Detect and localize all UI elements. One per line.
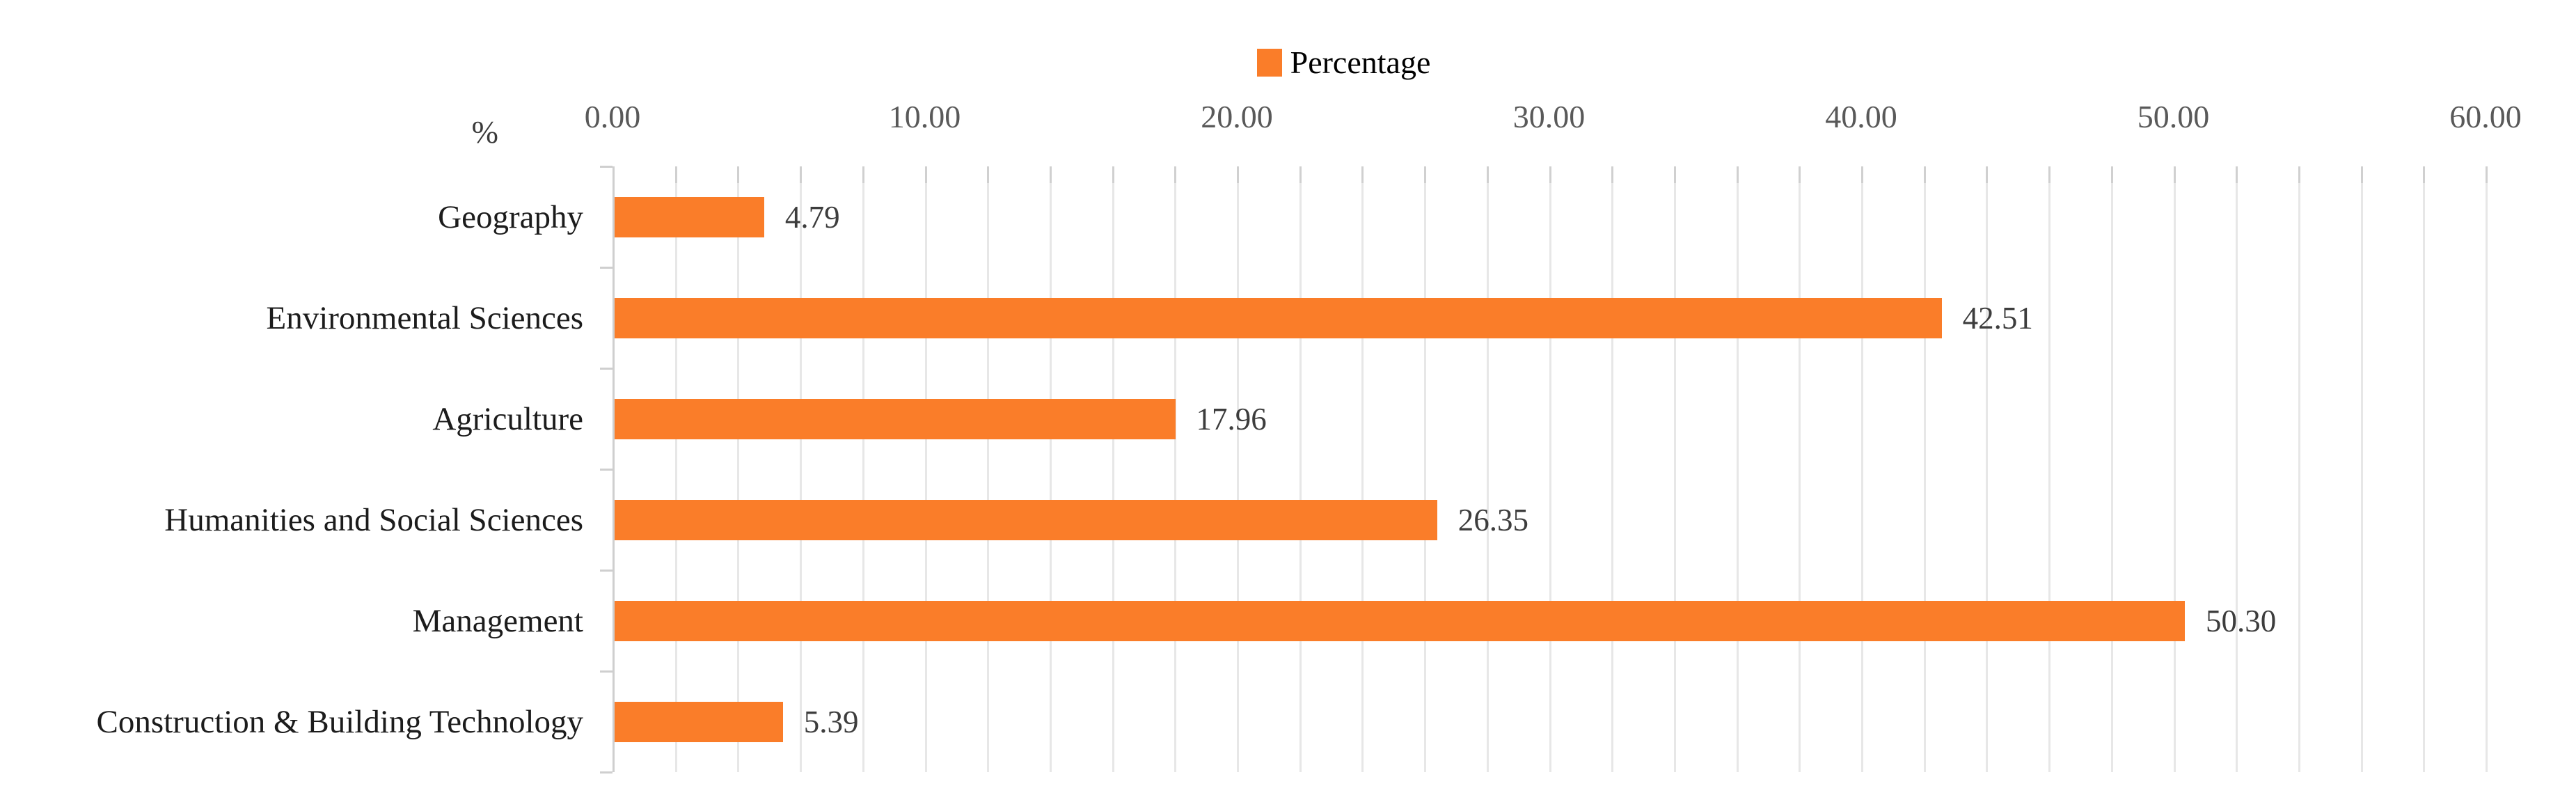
bar-value-label: 5.39	[803, 704, 859, 739]
gridline	[2298, 166, 2300, 772]
category-axis-tick	[600, 670, 613, 673]
bar	[615, 297, 1942, 338]
bar-value-label: 17.96	[1196, 401, 1267, 437]
category-axis-line	[613, 166, 615, 772]
axis-minor-tick	[1861, 166, 1863, 183]
gridline	[862, 166, 864, 772]
chart-legend: Percentage	[56, 45, 2576, 81]
gridline	[2048, 166, 2051, 772]
gridline	[1611, 166, 1614, 772]
axis-minor-tick	[1112, 166, 1114, 183]
x-tick-label: 40.00	[1825, 99, 1897, 134]
axis-minor-tick	[1361, 166, 1364, 183]
gridline	[987, 166, 990, 772]
axis-minor-tick	[800, 166, 803, 183]
gridline	[800, 166, 803, 772]
x-tick-label: 10.00	[888, 99, 961, 134]
gridline	[2110, 166, 2113, 772]
gridline	[2423, 166, 2426, 772]
gridline	[924, 166, 927, 772]
category-axis-tick	[600, 469, 613, 471]
gridline	[1673, 166, 1676, 772]
category-axis-tick	[600, 267, 613, 269]
category-label: Management	[412, 602, 583, 639]
axis-minor-tick	[987, 166, 990, 183]
legend-swatch-percentage	[1256, 49, 1282, 77]
x-tick-label: 30.00	[1512, 99, 1586, 134]
gridline	[1424, 166, 1427, 772]
bar	[615, 701, 783, 742]
gridline	[1049, 166, 1052, 772]
gridline	[1299, 166, 1302, 772]
x-tick-label: 20.00	[1201, 99, 1273, 134]
axis-minor-tick	[2298, 166, 2300, 183]
axis-minor-tick	[1424, 166, 1427, 183]
axis-minor-tick	[737, 166, 740, 183]
category-axis-tick	[600, 368, 613, 370]
x-tick-label: 0.00	[584, 99, 641, 134]
legend-label: Percentage	[1290, 45, 1431, 80]
gridline	[1361, 166, 1364, 772]
bar	[615, 196, 764, 237]
bar	[615, 499, 1437, 540]
axis-minor-tick	[1736, 166, 1739, 183]
category-label: Construction & Building Technology	[96, 703, 583, 740]
axis-minor-tick	[924, 166, 927, 183]
gridline	[1799, 166, 1801, 772]
axis-minor-tick	[1673, 166, 1676, 183]
gridline	[1237, 166, 1239, 772]
category-label: Agriculture	[432, 400, 583, 437]
axis-minor-tick	[1174, 166, 1177, 183]
category-label: Humanities and Social Sciences	[164, 501, 583, 538]
gridline	[1923, 166, 1926, 772]
bar-value-label: 42.51	[1962, 300, 2033, 336]
axis-minor-tick	[1611, 166, 1614, 183]
gridline	[1861, 166, 1863, 772]
axis-minor-tick	[1549, 166, 1551, 183]
category-label: Geography	[438, 198, 583, 235]
axis-minor-tick	[1237, 166, 1239, 183]
axis-minor-tick	[2110, 166, 2113, 183]
gridline	[1486, 166, 1489, 772]
category-label: Environmental Sciences	[266, 299, 584, 336]
axis-unit-label: %	[471, 114, 498, 150]
bar-value-label: 4.79	[784, 199, 840, 235]
category-axis-tick	[600, 570, 613, 572]
axis-minor-tick	[2423, 166, 2426, 183]
gridline	[674, 166, 677, 772]
axis-minor-tick	[1799, 166, 1801, 183]
category-axis-tick	[600, 771, 613, 774]
axis-minor-tick	[2486, 166, 2488, 183]
gridline	[2360, 166, 2363, 772]
bar	[615, 600, 2185, 641]
axis-minor-tick	[2173, 166, 2176, 183]
gridline	[1112, 166, 1114, 772]
gridline	[2486, 166, 2488, 772]
axis-minor-tick	[1923, 166, 1926, 183]
gridline	[1549, 166, 1551, 772]
axis-minor-tick	[862, 166, 864, 183]
bar-value-label: 50.30	[2205, 603, 2277, 638]
axis-minor-tick	[1049, 166, 1052, 183]
axis-minor-tick	[1486, 166, 1489, 183]
x-tick-label: 60.00	[2449, 99, 2522, 134]
gridline	[2236, 166, 2238, 772]
axis-minor-tick	[2048, 166, 2051, 183]
bar-value-label: 26.35	[1457, 502, 1529, 537]
x-tick-label: 50.00	[2137, 99, 2210, 134]
gridline	[1986, 166, 1989, 772]
gridline	[737, 166, 740, 772]
gridline	[1736, 166, 1739, 772]
gridline	[2173, 166, 2176, 772]
axis-minor-tick	[674, 166, 677, 183]
axis-minor-tick	[2236, 166, 2238, 183]
gridline	[1174, 166, 1177, 772]
bar	[615, 398, 1176, 439]
axis-minor-tick	[1299, 166, 1302, 183]
category-axis-tick	[600, 166, 613, 168]
axis-minor-tick	[2360, 166, 2363, 183]
axis-minor-tick	[1986, 166, 1989, 183]
